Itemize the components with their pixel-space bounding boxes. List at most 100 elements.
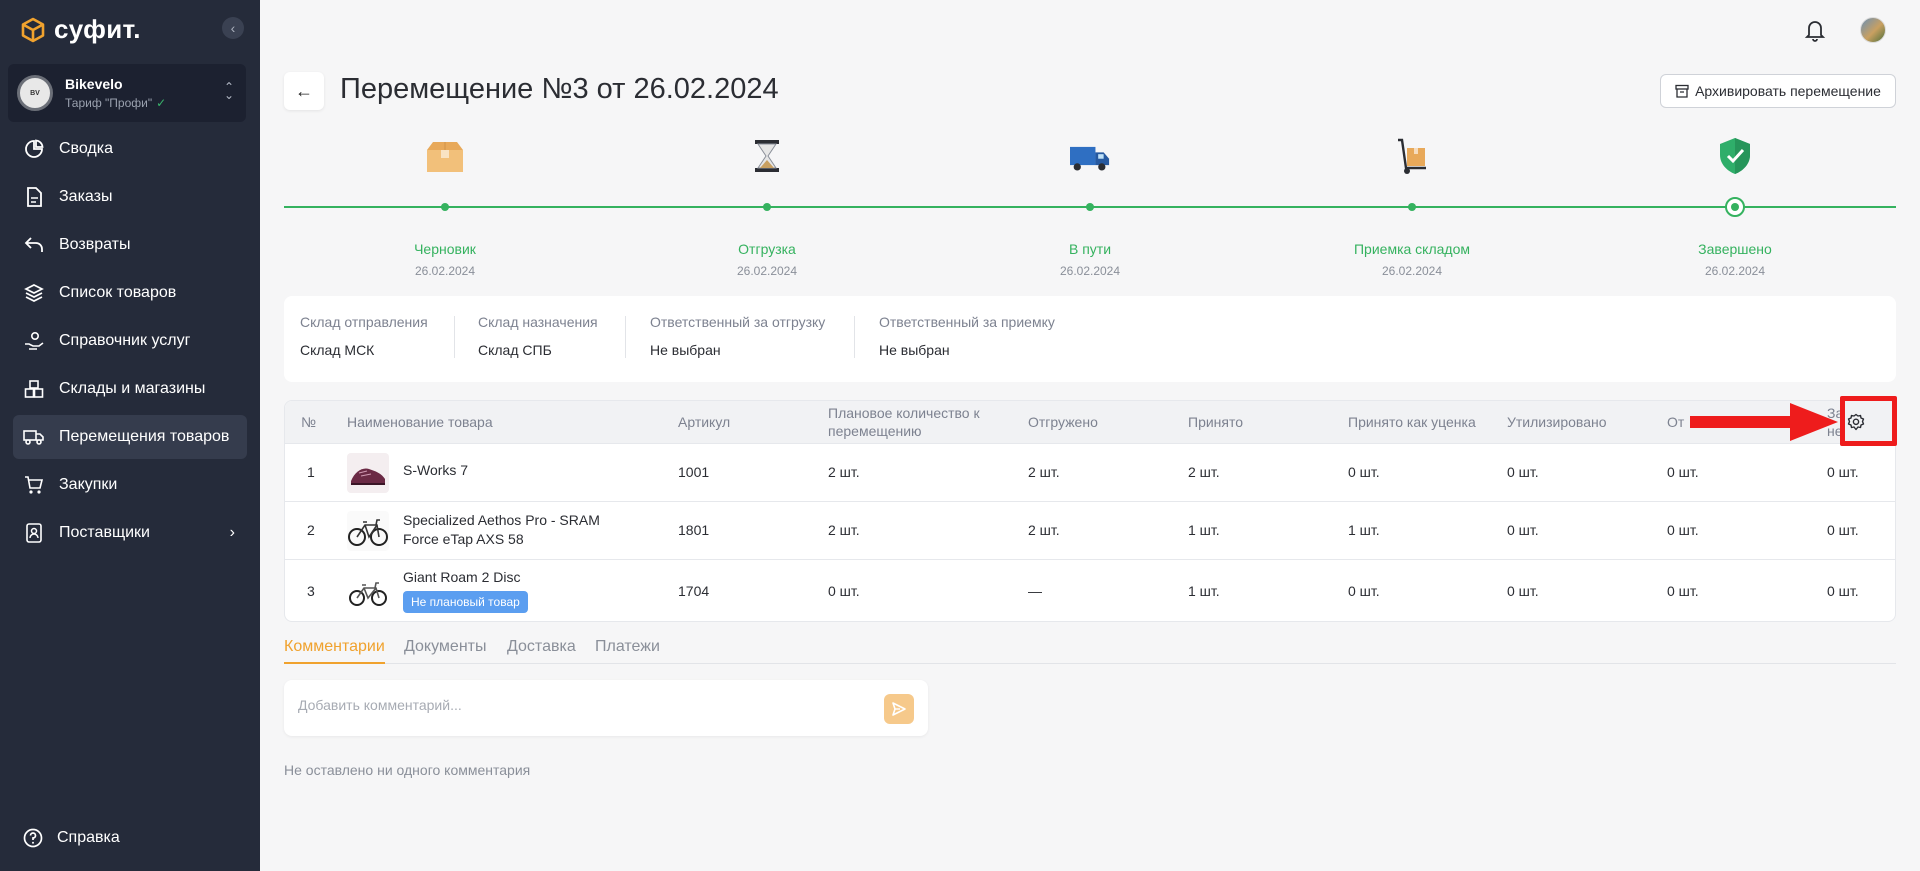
back-button[interactable]: ← xyxy=(284,72,324,110)
archive-transfer-button[interactable]: Архивировать перемещение xyxy=(1660,74,1896,108)
receiving-responsible: Ответственный за приемку Не выбран xyxy=(879,314,1055,358)
shield-check-icon xyxy=(1720,138,1750,174)
chevron-updown-icon: ⌃ ⌄ xyxy=(223,80,234,102)
cell-received: 1 шт. xyxy=(1188,522,1220,538)
comment-input[interactable] xyxy=(298,697,858,713)
sidebar-item-label: Перемещения товаров xyxy=(59,428,230,445)
stage-date: 26.02.2024 xyxy=(414,264,476,278)
send-icon xyxy=(892,702,906,716)
sidebar-nav: Сводка Заказы Возвраты Список товаров Сп… xyxy=(13,127,247,559)
sidebar-item-label: Возвраты xyxy=(59,236,131,253)
arrow-left-icon: ← xyxy=(295,80,313,101)
app-logo[interactable]: суфит. xyxy=(20,14,141,45)
sidebar-item-suppliers[interactable]: Поставщики › xyxy=(13,511,247,555)
table-row[interactable]: 2 Specialized Aethos Pro - SRAM Force eT… xyxy=(285,501,1895,559)
info-label: Склад назначения xyxy=(478,314,598,330)
page-title: Перемещение №3 от 26.02.2024 xyxy=(340,73,779,105)
header-col9: От xyxy=(1667,414,1685,430)
help-label: Справка xyxy=(57,829,120,846)
header-disposed: Утилизировано xyxy=(1507,414,1607,430)
sidebar-item-label: Список товаров xyxy=(59,284,177,301)
account-tariff: Тариф "Профи" ✓ xyxy=(65,96,166,110)
detail-tabs: Комментарии Документы Доставка Платежи xyxy=(284,638,1896,664)
chevron-right-icon: › xyxy=(229,524,235,541)
cell-col10: 0 шт. xyxy=(1827,464,1859,480)
sidebar-item-label: Справочник услуг xyxy=(59,332,191,349)
stage-date: 26.02.2024 xyxy=(736,264,798,278)
help-link[interactable]: Справка xyxy=(23,828,120,848)
sidebar-item-returns[interactable]: Возвраты xyxy=(13,223,247,267)
info-label: Склад отправления xyxy=(300,314,428,330)
sidebar-item-label: Сводка xyxy=(59,140,114,157)
table-row[interactable]: 1 S-Works 7 1001 2 шт. 2 шт. 2 шт. 0 шт.… xyxy=(285,443,1895,501)
user-avatar[interactable] xyxy=(1860,17,1886,43)
account-switcher[interactable]: BV Bikevelo Тариф "Профи" ✓ ⌃ ⌄ xyxy=(8,64,246,122)
check-circle-icon: ✓ xyxy=(156,96,167,110)
cell-shipped: — xyxy=(1028,583,1042,599)
product-thumbnail xyxy=(347,511,389,551)
cell-shipped: 2 шт. xyxy=(1028,464,1060,480)
truck-icon xyxy=(23,426,45,448)
tab-documents[interactable]: Документы xyxy=(404,638,487,655)
hourglass-icon xyxy=(755,140,779,172)
stage-label: Черновик xyxy=(414,241,476,257)
source-warehouse: Склад отправления Склад МСК xyxy=(300,314,428,358)
timeline-dot xyxy=(763,203,771,211)
table-header: № Наименование товара Артикул Плановое к… xyxy=(285,401,1895,443)
cell-discounted: 0 шт. xyxy=(1348,464,1380,480)
cell-sku: 1801 xyxy=(678,522,710,538)
table-row[interactable]: 3 Giant Roam 2 Disc Не плановый товар 17… xyxy=(285,559,1895,621)
cell-planned: 2 шт. xyxy=(828,464,860,480)
stage-date: 26.02.2024 xyxy=(1704,264,1766,278)
header-planned: Плановое количество к перемещению xyxy=(828,405,980,439)
annotation-highlight-box xyxy=(1840,396,1897,446)
tab-payments[interactable]: Платежи xyxy=(595,638,660,655)
sidebar-item-warehouses[interactable]: Склады и магазины xyxy=(13,367,247,411)
info-value: Не выбран xyxy=(879,342,950,358)
info-value: Склад СПБ xyxy=(478,342,552,358)
cell-name[interactable]: Specialized Aethos Pro - SRAM Force eTap… xyxy=(403,512,600,547)
product-thumbnail xyxy=(347,453,389,493)
cell-discounted: 0 шт. xyxy=(1348,583,1380,599)
cell-planned: 2 шт. xyxy=(828,522,860,538)
cell-name[interactable]: Giant Roam 2 Disc xyxy=(403,569,521,585)
bell-icon[interactable] xyxy=(1804,18,1826,42)
hybrid-bike-image xyxy=(347,572,389,612)
cell-sku: 1001 xyxy=(678,464,710,480)
shipping-responsible: Ответственный за отгрузку Не выбран xyxy=(650,314,825,358)
divider xyxy=(625,316,626,358)
hand-service-icon xyxy=(23,330,45,352)
cell-disposed: 0 шт. xyxy=(1507,464,1539,480)
timeline-dot xyxy=(441,203,449,211)
header-discounted: Принято как уценка xyxy=(1348,414,1476,430)
archive-icon xyxy=(1675,84,1689,98)
tab-delivery[interactable]: Доставка xyxy=(507,638,576,655)
stage-date: 26.02.2024 xyxy=(1059,264,1121,278)
info-label: Ответственный за отгрузку xyxy=(650,314,826,330)
annotation-arrow xyxy=(1690,403,1838,441)
cell-name-wrap: Giant Roam 2 Disc Не плановый товар xyxy=(403,569,528,613)
collapse-sidebar-button[interactable]: ‹ xyxy=(222,17,244,39)
sidebar-item-services[interactable]: Справочник услуг xyxy=(13,319,247,363)
return-arrow-icon xyxy=(23,234,45,256)
stage-label: Завершено xyxy=(1698,241,1772,257)
table-settings-button[interactable] xyxy=(1841,407,1871,437)
tab-comments[interactable]: Комментарии xyxy=(284,638,385,664)
stage-label: Отгрузка xyxy=(738,241,796,257)
sidebar-item-label: Закупки xyxy=(59,476,118,493)
sidebar-item-products[interactable]: Список товаров xyxy=(13,271,247,315)
send-comment-button[interactable] xyxy=(884,694,914,724)
pie-chart-icon xyxy=(23,138,45,160)
cell-name[interactable]: S-Works 7 xyxy=(403,462,469,478)
sidebar-item-purchases[interactable]: Закупки xyxy=(13,463,247,507)
box-icon xyxy=(427,142,463,172)
gear-icon xyxy=(1847,413,1865,431)
sidebar-item-transfers[interactable]: Перемещения товаров xyxy=(13,415,247,459)
header-shipped: Отгружено xyxy=(1028,414,1098,430)
cell-col9: 0 шт. xyxy=(1667,522,1699,538)
cart-icon xyxy=(23,474,45,496)
sidebar-item-label: Заказы xyxy=(59,188,113,205)
sidebar-item-summary[interactable]: Сводка xyxy=(13,127,247,171)
contact-book-icon xyxy=(23,522,45,544)
sidebar-item-orders[interactable]: Заказы xyxy=(13,175,247,219)
